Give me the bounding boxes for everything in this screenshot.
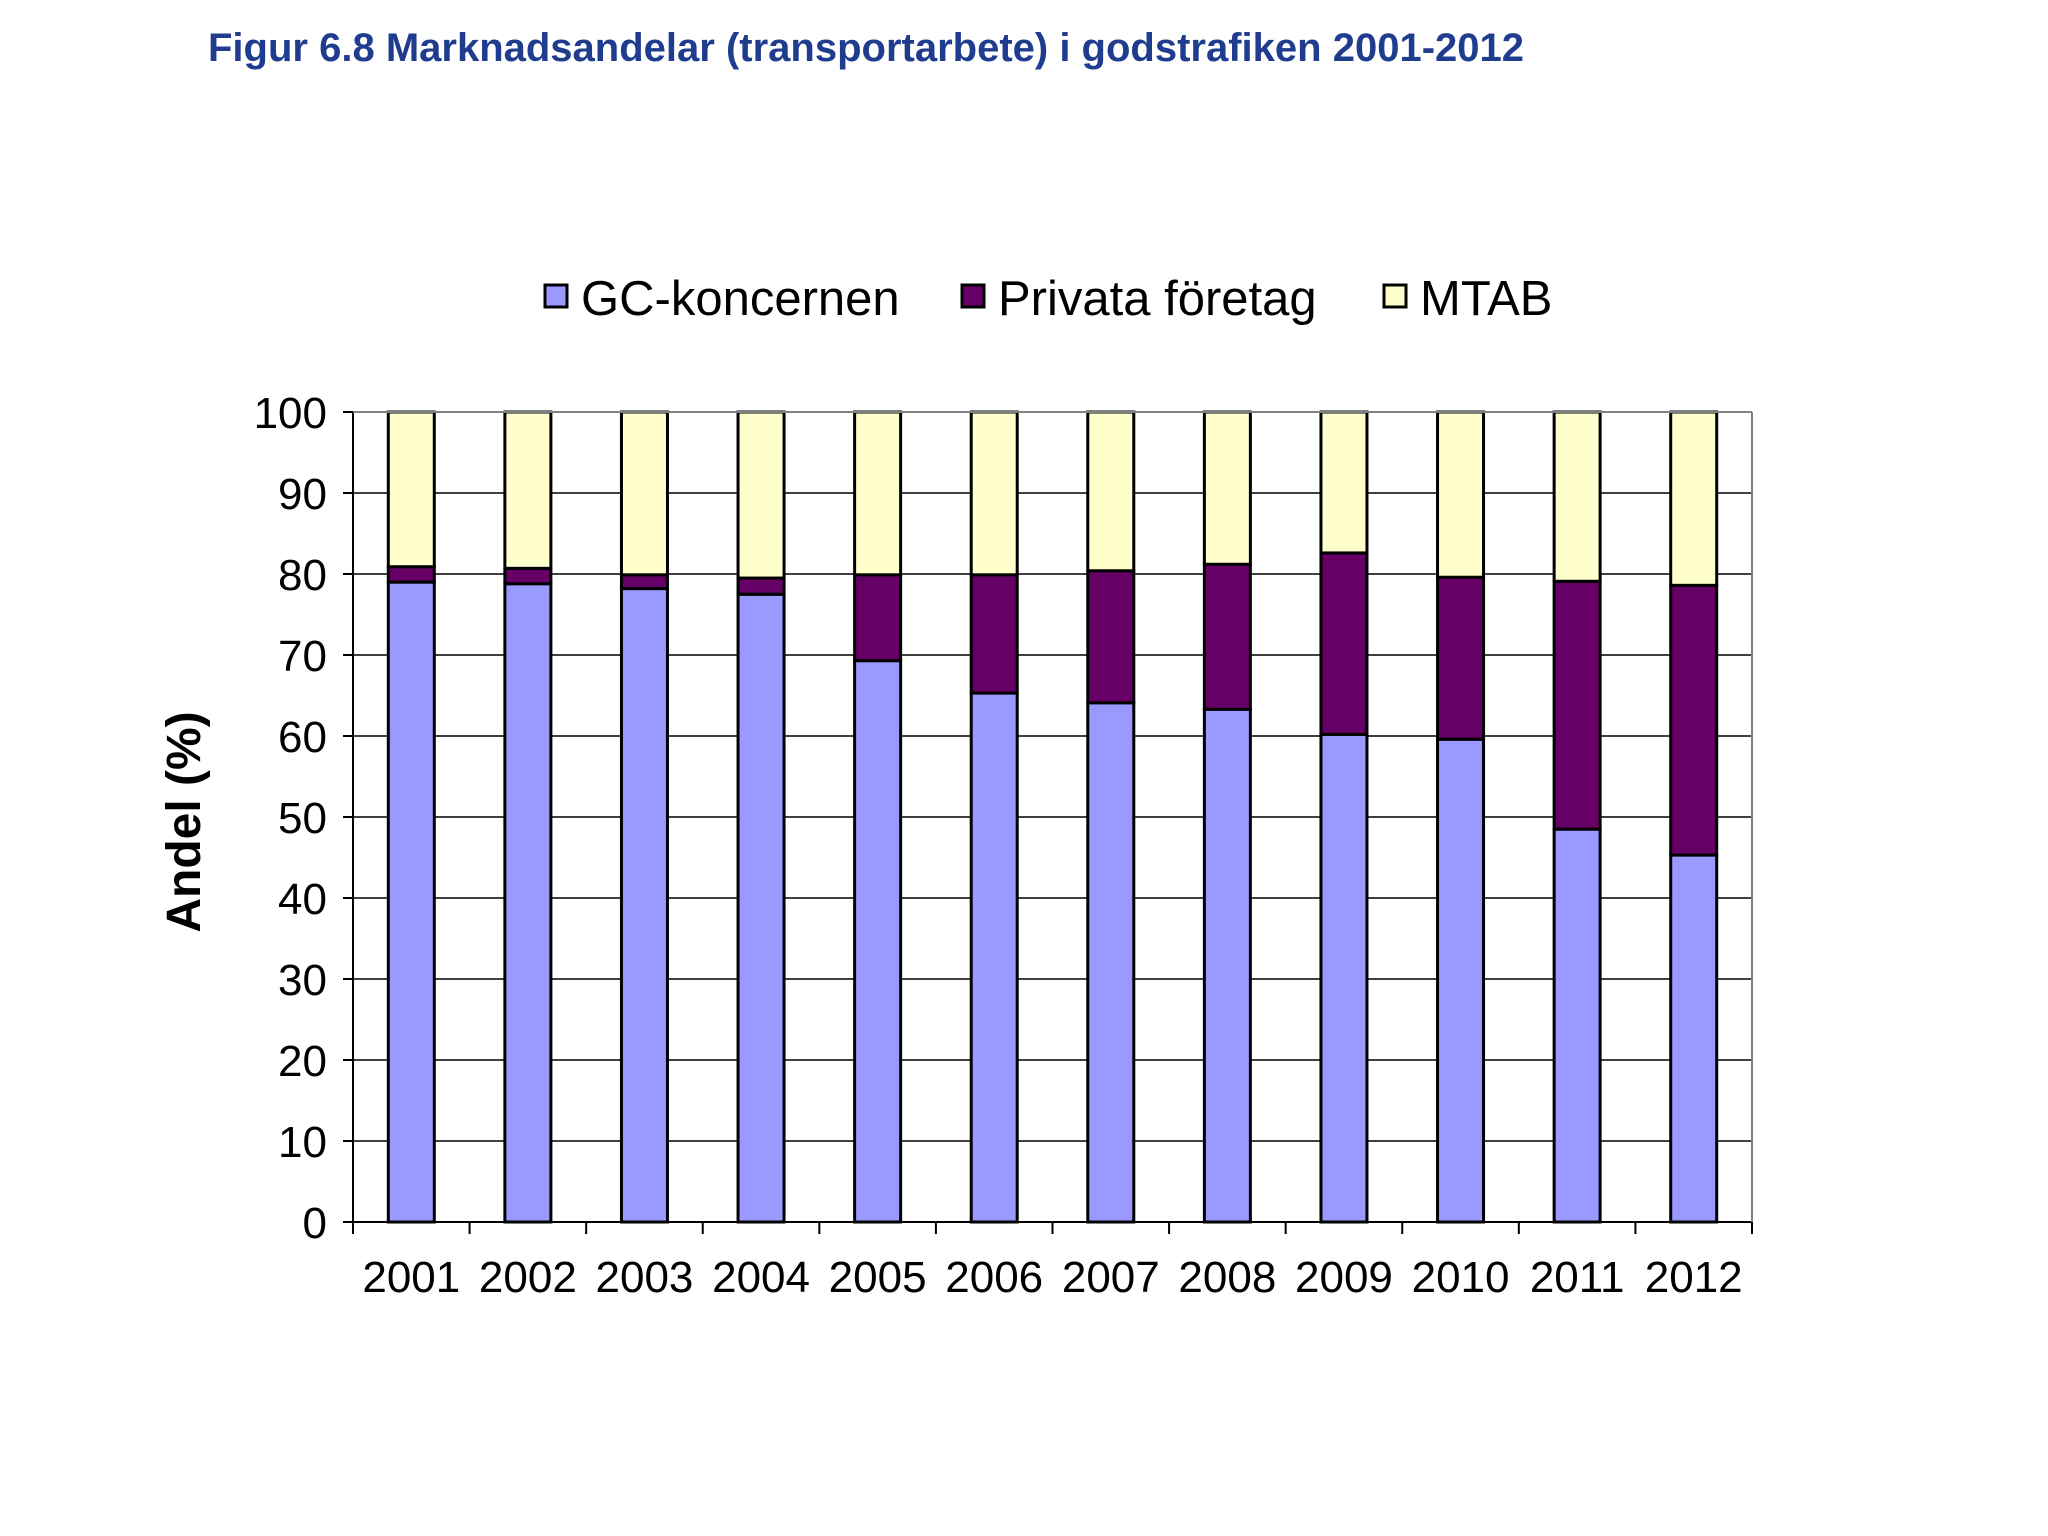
bar-segment-privata-f-retag-2005 — [853, 573, 903, 663]
legend-label: GC-koncernen — [581, 272, 900, 326]
bar-segment-gc-koncernen-2003 — [619, 587, 669, 1224]
legend: GC-koncernen Privata företag MTAB — [543, 272, 1552, 326]
legend-swatch-mtab — [1382, 283, 1408, 309]
axes — [352, 411, 1753, 1234]
y-tick-label: 10 — [278, 1118, 327, 1167]
x-tick-label: 2011 — [1530, 1253, 1625, 1302]
bar-segment-gc-koncernen-2006 — [969, 691, 1019, 1224]
legend-swatch-gc-koncernen — [543, 283, 569, 309]
x-tick-label: 2006 — [945, 1253, 1043, 1302]
bar-segment-mtab-2011 — [1552, 410, 1602, 583]
x-tick-label: 2012 — [1645, 1253, 1743, 1302]
bar-segment-mtab-2003 — [619, 410, 669, 577]
x-tick-label: 2003 — [596, 1253, 694, 1302]
x-tick-label: 2007 — [1062, 1253, 1160, 1302]
bar-segment-gc-koncernen-2010 — [1436, 737, 1486, 1224]
legend-swatch-privata-f-retag — [960, 283, 986, 309]
y-tick-label: 30 — [278, 956, 327, 1005]
bar-segment-mtab-2004 — [736, 410, 786, 580]
y-tick-label: 40 — [278, 875, 327, 924]
y-tick-label: 0 — [303, 1199, 327, 1248]
bar-segment-gc-koncernen-2011 — [1552, 827, 1602, 1224]
y-tick-label: 70 — [278, 632, 327, 681]
bar-segment-privata-f-retag-2010 — [1436, 575, 1486, 741]
y-axis-title: Andel (%) — [158, 711, 211, 932]
bar-segment-mtab-2002 — [503, 410, 553, 570]
bar-segment-privata-f-retag-2004 — [736, 576, 786, 596]
y-tick-label: 60 — [278, 713, 327, 762]
bar-segment-privata-f-retag-2009 — [1319, 551, 1369, 736]
legend-label: MTAB — [1420, 272, 1552, 326]
bar-segment-mtab-2010 — [1436, 410, 1486, 579]
bar-segment-privata-f-retag-2003 — [619, 573, 669, 591]
bar-segment-privata-f-retag-2002 — [503, 566, 553, 586]
x-tick-label: 2004 — [712, 1253, 810, 1302]
bar-segment-privata-f-retag-2006 — [969, 573, 1019, 695]
bar-segment-mtab-2009 — [1319, 410, 1369, 555]
bar-segment-gc-koncernen-2008 — [1202, 707, 1252, 1224]
bar-segment-privata-f-retag-2007 — [1086, 569, 1136, 705]
figure-title: Figur 6.8 Marknadsandelar (transportarbe… — [208, 26, 1524, 70]
bar-segment-gc-koncernen-2012 — [1669, 853, 1719, 1224]
x-tick-label: 2008 — [1178, 1253, 1276, 1302]
bar-segment-mtab-2008 — [1202, 410, 1252, 566]
bar-segment-mtab-2012 — [1669, 410, 1719, 587]
bar-segment-gc-koncernen-2002 — [503, 582, 553, 1224]
bar-segment-privata-f-retag-2001 — [386, 565, 436, 584]
bar-segment-gc-koncernen-2004 — [736, 592, 786, 1224]
y-tick-label: 100 — [254, 389, 327, 438]
y-tick-label: 80 — [278, 551, 327, 600]
y-tick-label: 90 — [278, 470, 327, 519]
bar-segment-mtab-2006 — [969, 410, 1019, 577]
bar-segment-gc-koncernen-2007 — [1086, 701, 1136, 1224]
bar-segment-mtab-2005 — [853, 410, 903, 577]
x-tick-label: 2009 — [1295, 1253, 1393, 1302]
x-tick-labels: 2001 2002 2003 2004 2005 2006 2007 2008 2009 2010… — [362, 1253, 1742, 1302]
gridlines — [343, 411, 1752, 1223]
y-tick-label: 50 — [278, 794, 327, 843]
y-tick-label: 20 — [278, 1037, 327, 1086]
legend-label: Privata företag — [998, 272, 1317, 326]
x-tick-label: 2010 — [1412, 1253, 1510, 1302]
bar-segment-gc-koncernen-2001 — [386, 580, 436, 1224]
bar-segment-privata-f-retag-2011 — [1552, 579, 1602, 831]
bar-segment-privata-f-retag-2008 — [1202, 562, 1252, 711]
bar-segment-gc-koncernen-2009 — [1319, 732, 1369, 1224]
x-tick-label: 2001 — [362, 1253, 460, 1302]
bar-segment-mtab-2001 — [386, 410, 436, 569]
bar-segment-gc-koncernen-2005 — [853, 659, 903, 1224]
y-tick-labels: 0 10 20 30 40 50 60 70 80 90 100 — [254, 389, 327, 1248]
bars — [386, 410, 1719, 1224]
x-tick-label: 2002 — [479, 1253, 577, 1302]
bar-segment-privata-f-retag-2012 — [1669, 583, 1719, 857]
bar-segment-mtab-2007 — [1086, 410, 1136, 573]
x-tick-label: 2005 — [829, 1253, 927, 1302]
